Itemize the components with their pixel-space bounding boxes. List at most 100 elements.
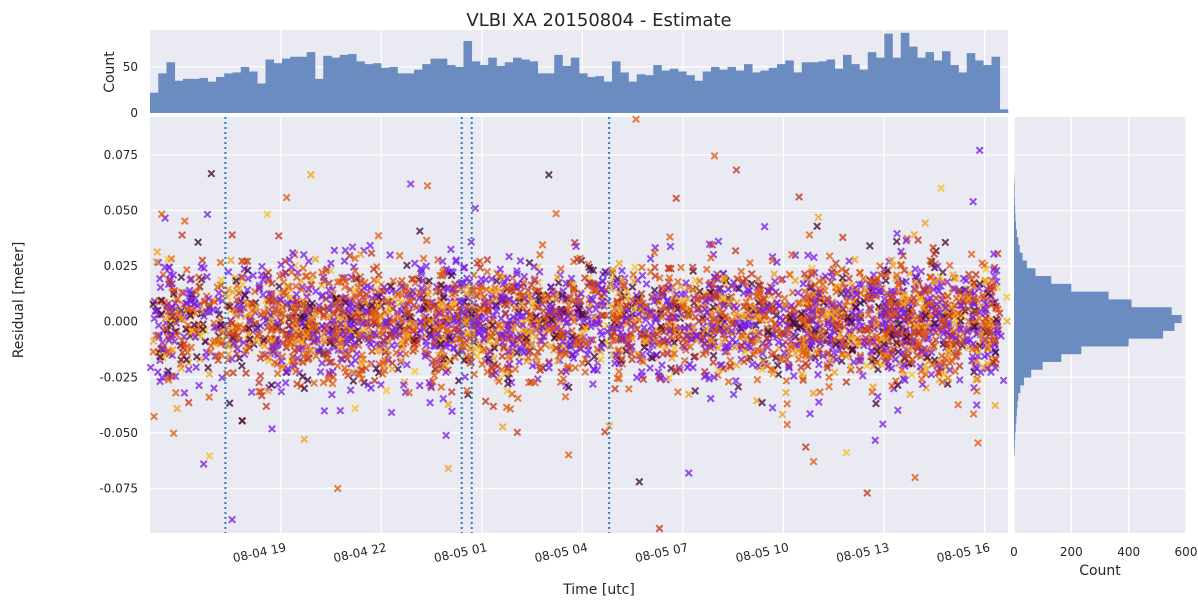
right-histogram-bar — [1014, 276, 1052, 285]
data-point — [169, 312, 178, 321]
data-point — [856, 326, 864, 335]
data-point — [422, 262, 431, 271]
data-point — [845, 326, 854, 335]
data-point — [828, 301, 837, 309]
data-point — [744, 342, 753, 350]
data-point — [835, 284, 844, 293]
data-point — [215, 310, 224, 319]
data-point — [310, 329, 319, 338]
data-point — [455, 334, 464, 343]
data-point — [825, 382, 833, 391]
data-point — [516, 257, 525, 265]
top-histogram-bar — [331, 57, 341, 113]
data-point — [517, 293, 526, 302]
data-point — [945, 366, 954, 374]
data-point — [910, 230, 919, 239]
data-point — [612, 318, 621, 326]
data-point — [398, 291, 407, 299]
data-point — [520, 272, 529, 281]
data-point — [948, 332, 956, 341]
data-point — [334, 295, 343, 304]
top-histogram-bar — [339, 54, 349, 113]
data-point — [753, 375, 762, 384]
data-point — [732, 166, 741, 174]
data-point — [728, 335, 737, 344]
top-histogram-bar — [306, 52, 316, 113]
data-point — [652, 351, 661, 359]
data-point — [513, 394, 522, 403]
data-point — [782, 388, 790, 397]
data-point — [706, 394, 715, 403]
data-point — [438, 268, 447, 277]
data-point — [310, 379, 319, 387]
data-point — [375, 302, 384, 311]
data-point — [473, 259, 482, 267]
data-point — [680, 356, 689, 365]
data-point — [172, 331, 181, 340]
data-point — [826, 357, 835, 366]
data-point — [289, 331, 298, 340]
data-point — [352, 350, 361, 358]
data-point — [146, 363, 155, 372]
data-point — [369, 265, 378, 274]
data-point — [898, 366, 906, 374]
data-point — [702, 371, 711, 379]
data-point — [718, 294, 727, 303]
data-point — [233, 344, 242, 353]
data-point — [223, 369, 231, 378]
data-point — [799, 376, 808, 385]
data-point — [492, 302, 501, 311]
data-point — [562, 319, 571, 328]
data-point — [720, 301, 728, 310]
data-point — [401, 350, 410, 358]
data-point — [195, 381, 203, 390]
data-point — [366, 241, 375, 250]
data-point — [468, 347, 477, 356]
data-point — [749, 304, 758, 312]
data-point — [941, 303, 950, 312]
top-histogram-bar — [224, 73, 233, 113]
x-tick-label: 08-04 22 — [332, 540, 388, 565]
data-point — [449, 343, 458, 352]
data-point — [664, 284, 672, 292]
data-point — [780, 300, 789, 309]
top-histogram-bar — [562, 65, 572, 113]
data-point — [299, 297, 308, 306]
data-point — [653, 314, 662, 323]
top-histogram-bar — [199, 77, 209, 113]
data-point — [292, 296, 301, 305]
top-histogram-bar — [257, 83, 266, 113]
data-point — [992, 266, 1001, 275]
data-point — [489, 311, 498, 320]
data-point — [268, 424, 276, 433]
data-point — [939, 278, 948, 286]
data-point — [438, 299, 447, 308]
data-point — [906, 310, 915, 319]
top-histogram-bar — [999, 109, 1009, 113]
data-point — [978, 291, 987, 300]
data-point — [425, 378, 434, 387]
data-point — [293, 380, 301, 388]
data-point — [571, 363, 580, 372]
top-histogram-bar — [801, 62, 811, 113]
data-point — [650, 286, 659, 295]
data-point — [309, 271, 317, 279]
data-point — [802, 349, 811, 358]
data-point — [744, 286, 753, 295]
data-point — [447, 271, 456, 280]
data-point — [775, 319, 784, 328]
data-point — [714, 284, 722, 293]
data-point — [209, 319, 218, 328]
data-point — [556, 314, 565, 323]
data-point — [991, 355, 1000, 364]
data-point — [785, 363, 793, 372]
data-point — [499, 342, 508, 351]
data-point — [271, 306, 280, 315]
top-histogram-bar — [925, 52, 935, 113]
data-point — [182, 265, 191, 274]
data-point — [650, 297, 658, 306]
data-point — [581, 368, 590, 377]
data-point — [410, 326, 419, 335]
data-point — [809, 457, 818, 466]
data-point — [165, 335, 173, 344]
